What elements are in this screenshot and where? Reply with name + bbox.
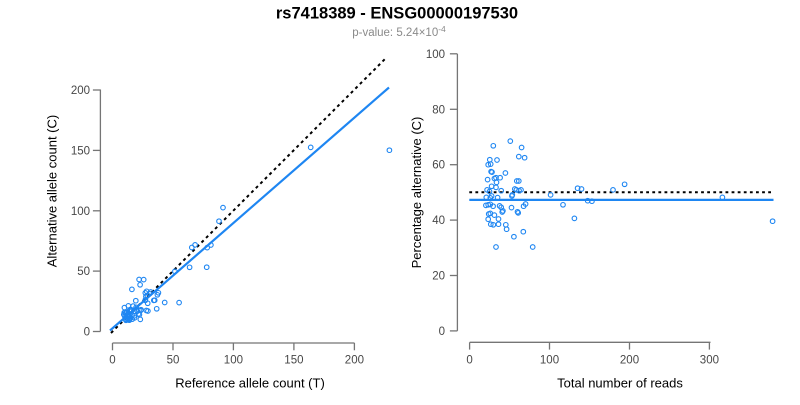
svg-text:200: 200: [345, 355, 364, 367]
svg-text:Total number of reads: Total number of reads: [557, 376, 683, 391]
svg-text:100: 100: [224, 355, 243, 367]
svg-text:100: 100: [540, 355, 559, 367]
svg-text:p-value: 5.24×10-4: p-value: 5.24×10-4: [352, 24, 446, 39]
svg-text:20: 20: [432, 271, 445, 283]
svg-text:300: 300: [700, 355, 719, 367]
svg-text:Percentage alternative (C): Percentage alternative (C): [409, 117, 424, 269]
svg-text:0: 0: [466, 355, 472, 367]
svg-text:100: 100: [426, 49, 445, 61]
svg-text:40: 40: [432, 215, 445, 227]
svg-text:0: 0: [84, 327, 90, 339]
svg-text:0: 0: [109, 355, 115, 367]
svg-text:50: 50: [167, 355, 180, 367]
svg-text:80: 80: [432, 104, 445, 116]
svg-text:200: 200: [620, 355, 639, 367]
svg-text:60: 60: [432, 160, 445, 172]
svg-text:0: 0: [439, 326, 445, 338]
svg-text:100: 100: [71, 206, 90, 218]
svg-text:50: 50: [77, 266, 90, 278]
svg-text:rs7418389 - ENSG00000197530: rs7418389 - ENSG00000197530: [276, 5, 518, 23]
svg-text:150: 150: [284, 355, 303, 367]
svg-text:Reference allele count (T): Reference allele count (T): [175, 376, 325, 391]
svg-text:Alternative allele count (C): Alternative allele count (C): [45, 115, 60, 267]
svg-text:200: 200: [71, 85, 90, 97]
svg-text:150: 150: [71, 145, 90, 157]
